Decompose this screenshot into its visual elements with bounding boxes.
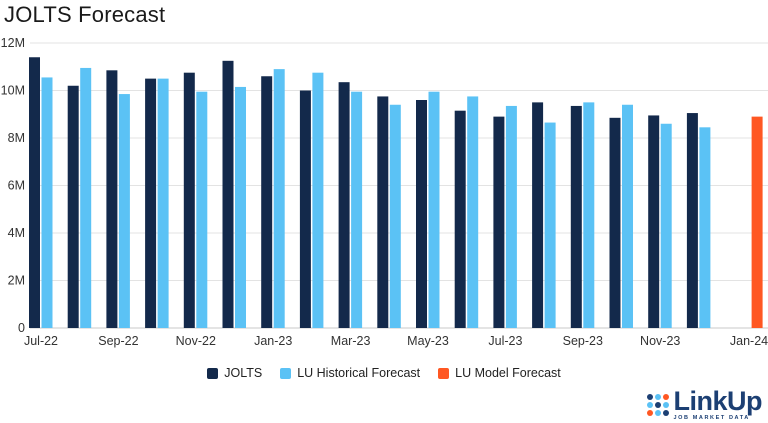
bar-lu-historical-forecast-jul-22: [41, 77, 53, 328]
x-tick-label: Jan-24: [730, 334, 768, 348]
x-tick-label: Sep-22: [98, 334, 138, 348]
bar-jolts-sep-22: [106, 70, 118, 328]
bar-jolts-sep-23: [570, 105, 582, 328]
legend-item-lu-historical: LU Historical Forecast: [280, 366, 420, 380]
bar-lu-historical-forecast-mar-23: [351, 91, 363, 328]
bar-lu-historical-forecast-nov-22: [196, 91, 208, 328]
legend-label-lu-model: LU Model Forecast: [455, 366, 561, 380]
bar-lu-historical-forecast-may-23: [428, 91, 440, 328]
chart-title: JOLTS Forecast: [4, 2, 166, 27]
legend: JOLTS LU Historical Forecast LU Model Fo…: [0, 366, 768, 380]
bar-lu-historical-forecast-oct-23: [622, 104, 633, 328]
bar-lu-historical-forecast-feb-23: [312, 72, 324, 328]
legend-swatch-lu-model: [438, 367, 450, 379]
logo-dot: [646, 394, 653, 400]
y-tick-label: 8M: [8, 131, 25, 145]
bar-lu-historical-forecast-oct-22: [157, 78, 169, 328]
bar-lu-historical-forecast-sep-22: [118, 94, 130, 328]
bar-jolts-mar-23: [338, 82, 350, 328]
x-tick-label: Jan-23: [254, 334, 292, 348]
bar-lu-historical-forecast-jan-23: [273, 69, 285, 328]
bar-jolts-aug-22: [67, 85, 79, 328]
logo-dot: [662, 394, 669, 400]
logo-subtext: JOB MARKET DATA: [673, 415, 750, 422]
bar-jolts-nov-22: [183, 72, 195, 328]
legend-swatch-jolts: [207, 367, 219, 379]
logo-dot: [646, 410, 653, 416]
x-tick-label: Jul-22: [24, 334, 58, 348]
legend-item-lu-model: LU Model Forecast: [438, 366, 561, 380]
bar-jolts-dec-23: [686, 113, 698, 328]
legend-swatch-lu-historical: [280, 367, 292, 379]
x-tick-label: Nov-22: [176, 334, 216, 348]
bar-jolts-may-23: [416, 100, 427, 328]
logo-dot: [654, 394, 661, 400]
y-tick-label: 0: [18, 321, 25, 335]
y-tick-label: 10M: [1, 84, 25, 98]
y-tick-label: 12M: [1, 36, 25, 50]
bar-jolts-nov-23: [648, 115, 660, 328]
linkup-logo: LinkUp JOB MARKET DATA: [646, 386, 763, 422]
bar-lu-historical-forecast-aug-22: [80, 67, 92, 328]
bar-jolts-feb-23: [299, 90, 311, 328]
logo-dot: [646, 402, 653, 408]
x-tick-label: Mar-23: [331, 334, 371, 348]
x-tick-label: Jul-23: [488, 334, 522, 348]
bar-lu-historical-forecast-jun-23: [467, 96, 479, 328]
logo-dot: [654, 410, 661, 416]
bar-jolts-oct-22: [145, 78, 157, 328]
legend-label-lu-historical: LU Historical Forecast: [297, 366, 421, 380]
bar-jolts-aug-23: [532, 102, 544, 328]
bar-jolts-jul-22: [29, 57, 40, 328]
bar-jolts-jun-23: [454, 110, 466, 328]
bar-lu-historical-forecast-sep-23: [583, 102, 595, 328]
logo-wordmark: LinkUp: [673, 386, 763, 417]
logo-dot: [662, 402, 669, 408]
y-tick-label: 2M: [8, 274, 25, 288]
x-tick-label: May-23: [407, 334, 449, 348]
bar-lu-historical-forecast-nov-23: [660, 123, 672, 328]
bar-jolts-apr-23: [377, 96, 389, 328]
bar-lu-historical-forecast-apr-23: [389, 104, 401, 328]
logo-dot: [662, 410, 669, 416]
logo-dots-icon: [646, 394, 669, 416]
x-tick-label: Nov-23: [640, 334, 680, 348]
bar-jolts-jan-23: [261, 76, 273, 328]
y-tick-label: 6M: [8, 179, 25, 193]
y-tick-label: 4M: [8, 226, 25, 240]
bar-jolts-oct-23: [609, 117, 621, 328]
legend-label-jolts: JOLTS: [224, 366, 263, 380]
bar-lu-historical-forecast-dec-23: [699, 127, 711, 328]
bar-jolts-dec-22: [222, 60, 234, 328]
bar-lu-historical-forecast-dec-22: [235, 86, 246, 328]
logo-dot: [654, 402, 661, 408]
bar-lu-historical-forecast-aug-23: [544, 122, 556, 328]
legend-item-jolts: JOLTS: [207, 366, 262, 380]
bar-lu-historical-forecast-jul-23: [505, 105, 517, 328]
bar-lu-model-forecast-jan-24: [751, 116, 763, 328]
x-tick-label: Sep-23: [563, 334, 603, 348]
bar-jolts-jul-23: [493, 116, 505, 328]
